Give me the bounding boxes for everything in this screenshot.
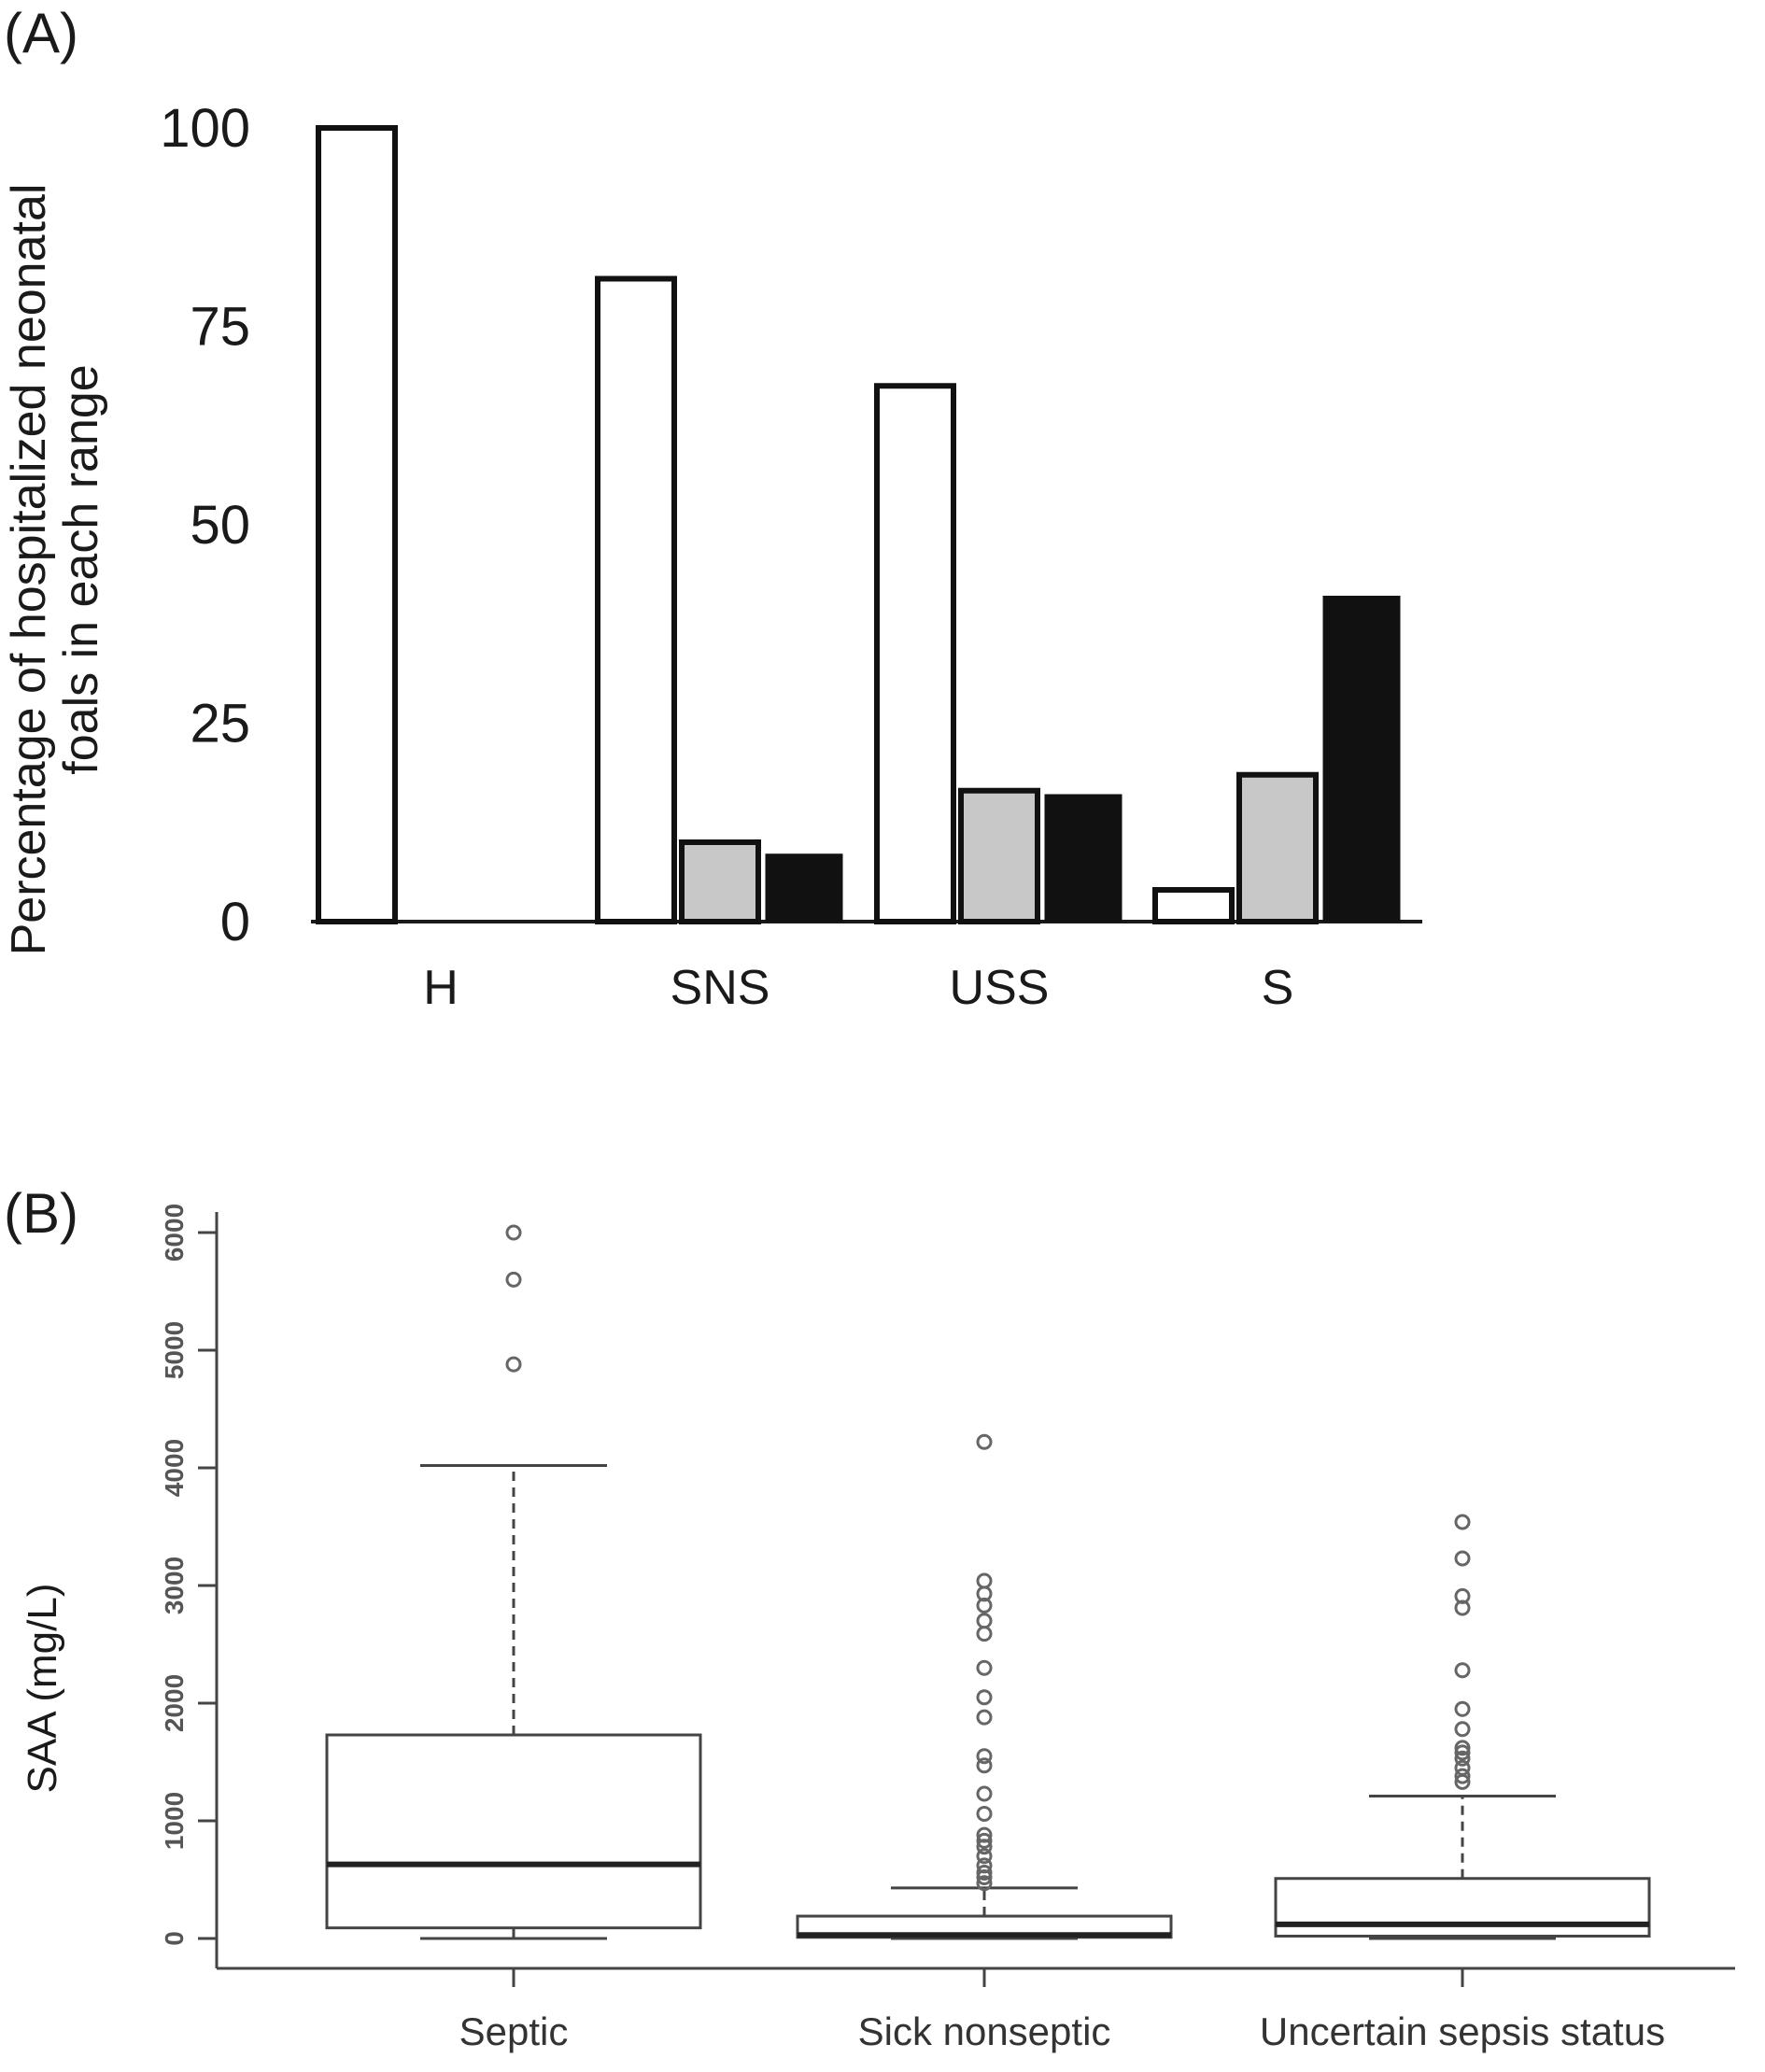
bar-s-series-2 bbox=[1236, 771, 1319, 924]
outlier-sick-nonseptic-4 bbox=[976, 1857, 993, 1874]
outlier-sick-nonseptic-15 bbox=[976, 1659, 993, 1676]
y-tick-label-75: 75 bbox=[190, 297, 250, 358]
bar-chart-a: 0 25 50 75 100 Percentage of hospitalized neo… bbox=[2, 98, 1422, 1015]
outlier-sick-nonseptic-21 bbox=[976, 1433, 993, 1450]
outlier-uncertain-sepsis-status-2 bbox=[1454, 1768, 1471, 1784]
bar-sns-series-2 bbox=[679, 839, 761, 924]
y-tick-label-6000: 6000 bbox=[160, 1204, 189, 1262]
y-axis-title-line-2: foals in each range bbox=[54, 364, 108, 774]
panel-b-label: (B) bbox=[4, 1182, 78, 1245]
y-tick-label-100: 100 bbox=[160, 98, 250, 159]
outlier-uncertain-sepsis-status-3 bbox=[1454, 1759, 1471, 1776]
bar-uss-series-1 bbox=[874, 383, 956, 924]
outlier-sick-nonseptic-5 bbox=[976, 1848, 993, 1865]
x-tick-label-sns: SNS bbox=[671, 961, 770, 1015]
outlier-uncertain-sepsis-status-8 bbox=[1454, 1700, 1471, 1717]
x-tick-label-septic: Septic bbox=[459, 2009, 569, 2053]
outlier-sick-nonseptic-3 bbox=[976, 1864, 993, 1881]
outlier-uncertain-sepsis-status-12 bbox=[1454, 1550, 1471, 1567]
outlier-sick-nonseptic-12 bbox=[976, 1748, 993, 1765]
y-tick-label-50: 50 bbox=[190, 495, 250, 556]
bar-h-series-1 bbox=[316, 125, 398, 924]
outlier-sick-nonseptic-13 bbox=[976, 1709, 993, 1726]
x-tick-label-h: H bbox=[423, 961, 459, 1015]
y-tick-label-0: 0 bbox=[220, 892, 250, 952]
outlier-sick-nonseptic-16 bbox=[976, 1626, 993, 1642]
box-septic bbox=[325, 1733, 702, 1930]
x-tick-label-s: S bbox=[1262, 961, 1294, 1015]
x-tick-label-sick-nonseptic: Sick nonseptic bbox=[858, 2009, 1111, 2053]
bar-sns-series-3 bbox=[765, 853, 843, 923]
x-tick-label-uncertain-sepsis-status: Uncertain sepsis status bbox=[1260, 2009, 1665, 2053]
x-tick-label-uss: USS bbox=[950, 961, 1050, 1015]
outlier-septic-2 bbox=[505, 1271, 522, 1288]
y-tick-label-1000: 1000 bbox=[160, 1792, 189, 1850]
outlier-uncertain-sepsis-status-5 bbox=[1454, 1744, 1471, 1761]
outlier-sick-nonseptic-20 bbox=[976, 1572, 993, 1589]
outlier-sick-nonseptic-11 bbox=[976, 1757, 993, 1774]
outlier-sick-nonseptic-10 bbox=[976, 1785, 993, 1802]
outlier-sick-nonseptic-7 bbox=[976, 1832, 993, 1849]
outlier-sick-nonseptic-14 bbox=[976, 1689, 993, 1706]
bar-uss-series-2 bbox=[958, 787, 1040, 924]
outlier-sick-nonseptic-17 bbox=[976, 1613, 993, 1629]
outlier-sick-nonseptic-8 bbox=[976, 1826, 993, 1843]
y-tick-label-3000: 3000 bbox=[160, 1557, 189, 1614]
panel-a-label: (A) bbox=[4, 2, 78, 64]
outlier-septic-1 bbox=[505, 1356, 522, 1373]
outlier-uncertain-sepsis-status-4 bbox=[1454, 1750, 1471, 1767]
y-tick-label-4000: 4000 bbox=[160, 1439, 189, 1497]
outlier-uncertain-sepsis-status-7 bbox=[1454, 1721, 1471, 1738]
box-uncertain-sepsis-status bbox=[1274, 1877, 1651, 1938]
y-axis-title-line-1: Percentage of hospitalized neonatal bbox=[2, 184, 56, 956]
y-tick-label-0: 0 bbox=[160, 1931, 189, 1946]
outlier-uncertain-sepsis-status-11 bbox=[1454, 1587, 1471, 1604]
bar-uss-series-3 bbox=[1044, 794, 1123, 923]
outlier-uncertain-sepsis-status-6 bbox=[1454, 1740, 1471, 1756]
outlier-septic-3 bbox=[505, 1224, 522, 1241]
outlier-uncertain-sepsis-status-9 bbox=[1454, 1662, 1471, 1679]
y-tick-label-2000: 2000 bbox=[160, 1674, 189, 1732]
box-plot-b: 0 1000 2000 3000 4000 5000 6000 SAA (mg/L) Septi… bbox=[20, 1204, 1735, 2053]
y-tick-label-5000: 5000 bbox=[160, 1321, 189, 1379]
y-tick-label-25: 25 bbox=[190, 694, 250, 754]
y-axis-title: SAA (mg/L) bbox=[20, 1584, 65, 1794]
bar-s-series-1 bbox=[1152, 887, 1235, 924]
bar-s-series-3 bbox=[1322, 596, 1401, 923]
outlier-sick-nonseptic-9 bbox=[976, 1805, 993, 1822]
bar-sns-series-1 bbox=[595, 275, 677, 924]
outlier-sick-nonseptic-1 bbox=[976, 1875, 993, 1892]
outlier-uncertain-sepsis-status-13 bbox=[1454, 1514, 1471, 1530]
